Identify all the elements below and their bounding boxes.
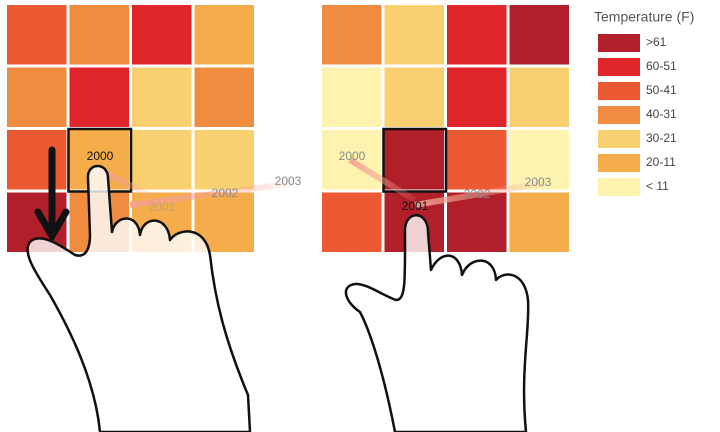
heatmap-cell <box>322 5 382 65</box>
legend-label: 40-31 <box>646 107 677 121</box>
heatmap-cell <box>384 67 444 127</box>
beam <box>348 157 417 203</box>
heatmap-cell <box>509 192 569 252</box>
heatmap-cell <box>447 130 507 190</box>
legend-swatch <box>598 130 640 148</box>
legend: Temperature (F) >61 60-51 50-41 40-31 30-21 20… <box>594 9 694 196</box>
heatmap-cell <box>322 67 382 127</box>
heatmap-cell <box>447 67 507 127</box>
heatmap-cell <box>69 67 129 127</box>
legend-label: < 11 <box>646 179 669 193</box>
heatmap-cell <box>7 130 67 190</box>
heatmap-cell <box>447 5 507 65</box>
year-label: 2001 <box>149 200 176 214</box>
heatmap-cell <box>194 5 254 65</box>
heatmap-cell <box>322 192 382 252</box>
heatmap-cell <box>69 5 129 65</box>
right-hand <box>344 214 530 432</box>
year-label: 2003 <box>525 175 552 189</box>
legend-label: 20-11 <box>646 155 676 169</box>
legend-swatch <box>598 154 640 172</box>
swipe-arrow <box>34 146 70 243</box>
legend-swatch <box>598 106 640 124</box>
year-label: 2000 <box>87 149 114 163</box>
heatmap-cell <box>7 67 67 127</box>
legend-label: 50-41 <box>646 83 677 97</box>
heatmap-cell <box>132 130 192 190</box>
year-label: 2000 <box>339 149 366 163</box>
year-label: 2002 <box>464 187 491 201</box>
legend-swatch <box>598 82 640 100</box>
labels: 2000 2001 2002 2003 2000 2001 2002 2003 <box>87 149 552 214</box>
legend-label: 60-51 <box>646 59 677 73</box>
year-label: 2003 <box>275 174 302 188</box>
heatmap-cell <box>509 67 569 127</box>
year-label: 2001 <box>402 199 429 213</box>
legend-swatch <box>598 178 640 196</box>
heatmap-cell <box>384 130 444 190</box>
legend-title: Temperature (F) <box>594 9 694 25</box>
heatmap-cell <box>509 5 569 65</box>
legend-swatch <box>598 34 640 52</box>
beam <box>414 180 546 208</box>
legend-label: 30-21 <box>646 131 677 145</box>
legend-label: >61 <box>646 35 667 49</box>
heatmap-cell <box>7 5 67 65</box>
legend-swatch <box>598 58 640 76</box>
beam <box>129 180 296 208</box>
heatmap-cell <box>509 130 569 190</box>
heatmap-cell <box>384 5 444 65</box>
left-hand <box>26 164 252 432</box>
selected-cell <box>382 127 448 193</box>
heatmap-cell <box>132 5 192 65</box>
heatmap-cell <box>447 192 507 252</box>
heatmap-cell <box>132 67 192 127</box>
heatmap-cell <box>194 130 254 190</box>
year-label: 2002 <box>212 186 239 200</box>
heatmap-cell <box>194 67 254 127</box>
